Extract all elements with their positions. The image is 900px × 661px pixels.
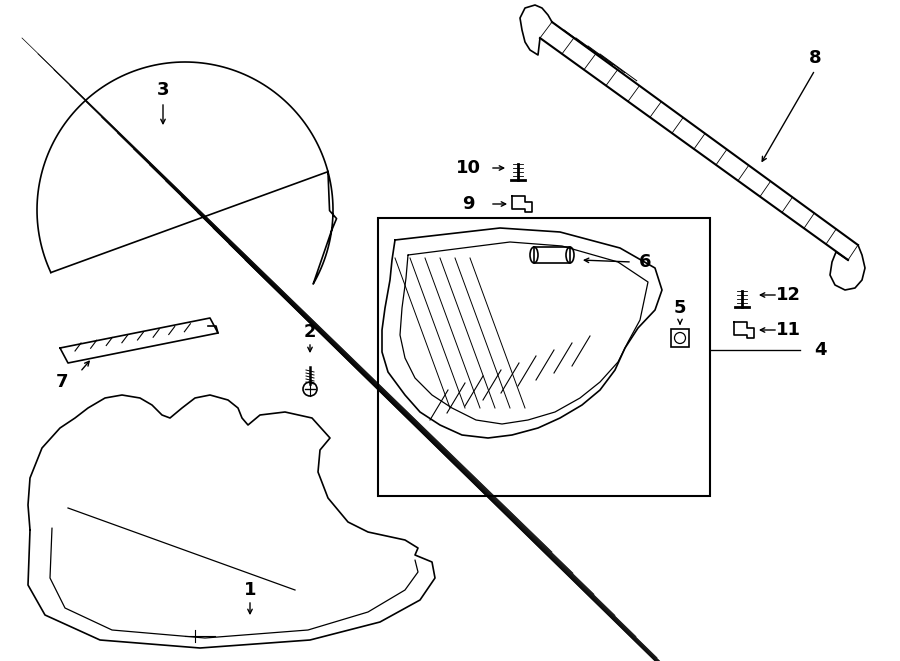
Text: 1: 1 [244,581,256,599]
Text: 3: 3 [157,81,169,99]
Text: 2: 2 [304,323,316,341]
Text: 11: 11 [776,321,800,339]
Text: 12: 12 [776,286,800,304]
Text: 8: 8 [809,49,822,67]
Text: 7: 7 [56,373,68,391]
Text: 4: 4 [814,341,826,359]
Text: 9: 9 [462,195,474,213]
Text: 10: 10 [455,159,481,177]
Text: 6: 6 [639,253,652,271]
Text: 5: 5 [674,299,686,317]
Bar [378,218,710,496]
Bar [671,329,689,347]
